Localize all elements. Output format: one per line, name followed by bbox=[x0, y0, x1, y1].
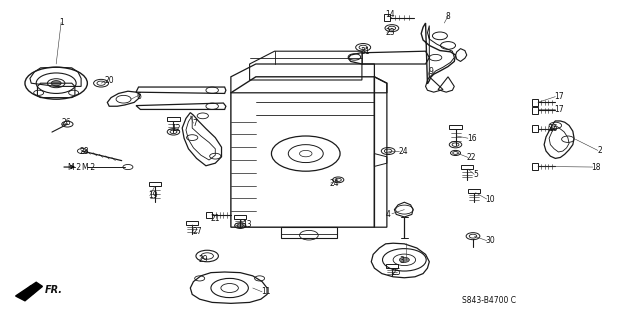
Text: 11: 11 bbox=[261, 287, 270, 296]
Text: 1: 1 bbox=[59, 18, 64, 27]
Circle shape bbox=[399, 257, 409, 262]
Text: 6: 6 bbox=[136, 92, 141, 100]
Circle shape bbox=[51, 81, 61, 86]
Text: 27: 27 bbox=[192, 227, 202, 236]
Text: 24: 24 bbox=[398, 147, 407, 156]
Text: 12: 12 bbox=[172, 124, 181, 133]
Text: 4: 4 bbox=[386, 210, 391, 219]
Text: 19: 19 bbox=[149, 191, 158, 200]
Text: FR.: FR. bbox=[45, 284, 63, 295]
Text: 26: 26 bbox=[61, 118, 71, 127]
Text: 18: 18 bbox=[592, 163, 601, 172]
Text: 28: 28 bbox=[80, 147, 89, 156]
Text: 23: 23 bbox=[386, 28, 395, 37]
Text: 24: 24 bbox=[329, 179, 339, 188]
Text: M-2: M-2 bbox=[81, 163, 95, 172]
Text: 14: 14 bbox=[386, 10, 395, 19]
Text: 10: 10 bbox=[485, 195, 495, 204]
Text: 29: 29 bbox=[198, 255, 208, 264]
Text: 30: 30 bbox=[485, 236, 495, 245]
Text: 2: 2 bbox=[598, 146, 603, 155]
Text: 17: 17 bbox=[554, 105, 563, 114]
Text: 3: 3 bbox=[399, 256, 404, 265]
Text: 20: 20 bbox=[105, 76, 114, 85]
Text: 16: 16 bbox=[467, 134, 476, 143]
Text: 5: 5 bbox=[473, 170, 478, 179]
Text: 8: 8 bbox=[446, 12, 451, 20]
Text: 7: 7 bbox=[192, 119, 197, 128]
Text: 15: 15 bbox=[548, 124, 557, 133]
Text: 17: 17 bbox=[554, 92, 563, 101]
Text: 21: 21 bbox=[211, 214, 220, 223]
Text: 25: 25 bbox=[392, 268, 401, 277]
Text: 31: 31 bbox=[361, 47, 370, 56]
Text: 9: 9 bbox=[428, 67, 433, 76]
Text: 22: 22 bbox=[467, 153, 476, 162]
Text: 13: 13 bbox=[242, 220, 251, 229]
Text: S843-B4700 C: S843-B4700 C bbox=[462, 296, 516, 305]
Polygon shape bbox=[16, 282, 42, 301]
Text: M-2: M-2 bbox=[67, 163, 82, 172]
